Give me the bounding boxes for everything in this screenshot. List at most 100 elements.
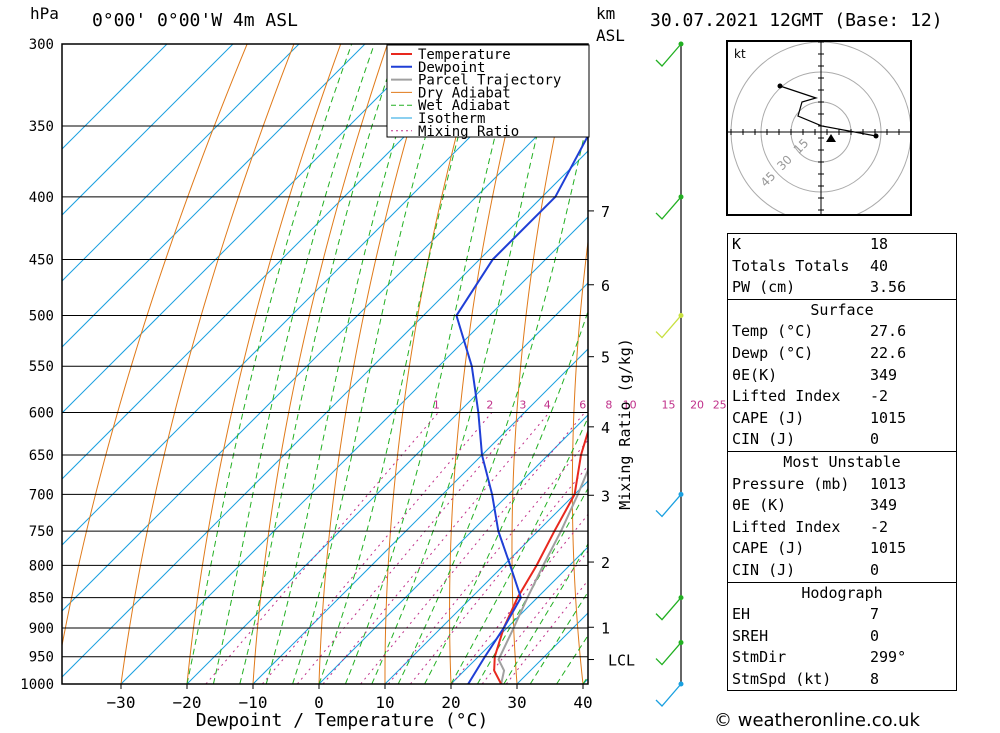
height-tick-label: 7 (601, 203, 610, 221)
hodograph-row: SREH 0 (728, 626, 956, 648)
surface-key: CIN (J) (732, 430, 796, 449)
legend-label: Mixing Ratio (418, 124, 519, 140)
surface-value: 22.6 (870, 343, 907, 362)
hodograph-value: 7 (870, 605, 880, 624)
pressure-unit: hPa (30, 4, 59, 23)
surface-row: CAPE (J) 1015 (728, 408, 956, 430)
pressure-tick-label: 850 (29, 591, 54, 607)
wind-barb (655, 493, 682, 518)
hodograph-ring-label: 45 (758, 169, 779, 190)
pressure-tick-label: 400 (29, 190, 54, 206)
most-unstable-value: 1013 (870, 474, 907, 493)
mixing-ratio-axis-label: Mixing Ratio (g/kg) (616, 338, 634, 510)
mixing-ratio-label: 6 (579, 398, 586, 411)
mixing-ratio-line (322, 412, 550, 684)
indices-table: K 18 Totals Totals 40 PW (cm) 3.56 Surface Te… (727, 233, 957, 692)
hodograph-title: Hodograph (801, 583, 883, 602)
temperature-tick-label: 40 (573, 693, 592, 712)
pressure-tick-label: 1000 (20, 677, 54, 693)
isotherm-line (62, 44, 234, 216)
dry-adiabat-line (318, 44, 435, 684)
surface-row: θE(K) 349 (728, 365, 956, 387)
surface-key: CAPE (J) (732, 408, 805, 427)
legend-label: Isotherm (418, 111, 485, 127)
most-unstable-row: CAPE (J) 1015 (728, 538, 956, 560)
mixing-ratio-line (205, 412, 439, 684)
surface-title: Surface (810, 300, 874, 319)
credit-label: © weatheronline.co.uk (714, 710, 920, 731)
legend-label: Parcel Trajectory (418, 73, 561, 89)
index-key: PW (cm) (732, 278, 796, 297)
legend-box (386, 44, 590, 138)
height-tick-label: 4 (601, 419, 610, 437)
most-unstable-row: CIN (J) 0 (728, 560, 956, 582)
index-value: 40 (870, 256, 889, 275)
dry-adiabat-line (449, 44, 529, 684)
dewpoint-profile (455, 133, 588, 684)
mixing-ratio-line (296, 412, 526, 684)
index-row: Totals Totals 40 (728, 256, 956, 278)
pressure-tick-label: 550 (29, 359, 54, 375)
most-unstable-value: -2 (870, 517, 889, 536)
wet-adiabat-line (318, 44, 485, 684)
most-unstable-value: 349 (870, 496, 898, 515)
pressure-tick-label: 750 (29, 524, 54, 540)
isotherm-line (62, 44, 366, 348)
surface-key: θE(K) (732, 365, 778, 384)
hodograph-point (873, 133, 879, 139)
hodograph-key: StmSpd (kt) (732, 669, 832, 688)
hodograph-row: StmSpd (kt) 8 (728, 669, 956, 691)
surface-value: -2 (870, 387, 889, 406)
most-unstable-value: 0 (870, 560, 880, 579)
index-value: 3.56 (870, 278, 907, 297)
most-unstable-key: Pressure (mb) (732, 474, 850, 493)
most-unstable-key: CIN (J) (732, 560, 796, 579)
mixing-ratio-label: 4 (544, 398, 551, 411)
pressure-tick-label: 800 (29, 558, 54, 574)
mixing-ratio-label: 3 (519, 398, 526, 411)
mixing-ratio-line (410, 464, 588, 684)
isotherm-line (120, 216, 588, 684)
index-value: 18 (870, 235, 889, 253)
dry-adiabat-line (120, 44, 295, 684)
most-unstable-key: CAPE (J) (732, 539, 805, 558)
temperature-tick-label: −10 (239, 693, 268, 712)
wind-barb (655, 43, 682, 67)
height-tick-label: 6 (601, 277, 610, 295)
dry-adiabat-line (571, 237, 588, 684)
height-unit: km (596, 4, 616, 23)
mixing-ratio-label: 15 (662, 398, 676, 411)
pressure-tick-label: 300 (29, 37, 54, 53)
pressure-tick-label: 700 (29, 487, 54, 503)
hodograph-value: 299° (870, 648, 907, 667)
height-tick-label: 3 (601, 487, 610, 505)
mixing-ratio-line (505, 579, 588, 684)
hodograph-key: EH (732, 605, 751, 624)
wet-adiabat-line (397, 117, 588, 684)
index-row: PW (cm) 3.56 (728, 277, 956, 299)
pressure-tick-label: 350 (29, 119, 54, 135)
legend-label: Dry Adiabat (418, 85, 511, 101)
dry-adiabat-line (996, 44, 1000, 684)
height-tick-label: 5 (601, 349, 610, 367)
isotherm-line (62, 84, 588, 612)
mixing-ratio-label: 8 (605, 398, 612, 411)
plot-frame (61, 43, 589, 685)
hodograph-trace (779, 85, 877, 137)
mixing-ratio-line (261, 412, 493, 684)
location-label: 0°00' 0°00'W 4m ASL (92, 10, 298, 31)
most-unstable-title: Most Unstable (783, 452, 901, 471)
height-tick-label: 2 (601, 554, 610, 572)
surface-key: Lifted Index (732, 387, 841, 406)
surface-value: 1015 (870, 408, 907, 427)
pressure-tick-label: 600 (29, 405, 54, 421)
isotherm-line (62, 44, 498, 480)
most-unstable-row: Lifted Index -2 (728, 517, 956, 539)
dry-adiabat-line (186, 44, 342, 684)
hodograph-row: StmDir 299° (728, 647, 956, 669)
isotherm-line (62, 44, 168, 150)
hodograph-ring-label: 30 (774, 152, 795, 173)
